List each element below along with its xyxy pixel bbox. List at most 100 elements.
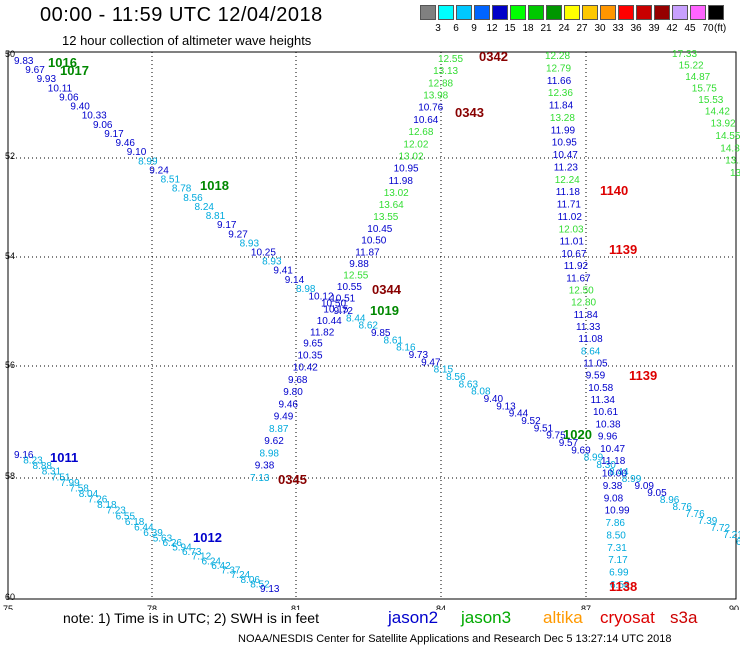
swh-value: 11.05 (583, 359, 608, 370)
swh-value: 9.46 (279, 399, 299, 410)
swh-value: 10.95 (394, 164, 419, 175)
swh-value: 14.55 (715, 131, 740, 142)
swh-value: 7.86 (606, 518, 626, 529)
swh-value: 6.55 (116, 511, 136, 522)
swh-value: 6.18 (125, 517, 145, 528)
swh-value: 13.64 (379, 200, 404, 211)
swh-value: 10.47 (600, 444, 625, 455)
swh-value: 13.02 (399, 152, 424, 163)
swh-value: 11.87 (355, 247, 380, 258)
legend-cryosat: cryosat (600, 608, 655, 627)
swh-value: 9.13 (496, 401, 516, 412)
swh-value: 13.11 (725, 156, 740, 167)
swh-value: 11.02 (558, 212, 583, 223)
swh-value: 10.35 (298, 350, 323, 361)
swh-value: 17.33 (672, 49, 697, 60)
swh-value: 12.24 (555, 175, 580, 186)
colorbar-label: 12 (486, 23, 498, 34)
colorbar-swatch (600, 5, 616, 20)
swh-value: 8.51 (161, 175, 181, 186)
swh-value: 6.26 (163, 538, 183, 549)
colorbar-swatch (582, 5, 598, 20)
swh-value: 13.28 (550, 113, 575, 124)
swh-value: 9.44 (509, 409, 529, 420)
swh-value: 9.10 (127, 147, 147, 158)
swh-value: 10.12 (309, 291, 334, 302)
swh-value: 13.98 (423, 91, 448, 102)
swh-value: 10.47 (553, 150, 578, 161)
swh-value: 12.28 (545, 51, 570, 62)
swh-value: 5.63 (153, 533, 173, 544)
swh-value: 10.50 (361, 236, 386, 247)
swh-value: 8.98 (260, 449, 280, 460)
colorbar-label: 33 (612, 23, 624, 34)
swh-value: 10.64 (413, 115, 438, 126)
swh-value: 12.03 (559, 224, 584, 235)
map-subtitle: 12 hour collection of altimeter wave hei… (62, 33, 312, 48)
pass-number-label: 1139 (609, 242, 637, 257)
swh-value: 9.88 (349, 259, 369, 270)
swh-value: 8.78 (172, 184, 192, 195)
swh-value: 10.42 (293, 363, 318, 374)
swh-value: 11.18 (556, 187, 581, 198)
swh-value: 9.75 (546, 431, 566, 442)
swh-value: 8.31 (42, 467, 62, 478)
swh-value: 7.58 (69, 483, 89, 494)
swh-value: 8.24 (195, 202, 215, 213)
swh-value: 8.76 (673, 502, 693, 513)
axis-tick-labels: 50 52 54 56 58 60 75 78 81 84 87 90 (3, 49, 739, 610)
swh-value: 9.17 (217, 220, 237, 231)
swh-value: 9.40 (484, 394, 504, 405)
colorbar-swatch (654, 5, 670, 20)
swh-value: 10.25 (251, 248, 276, 259)
swh-value: 10.00 (602, 469, 627, 480)
swh-value: 6.39 (143, 528, 163, 539)
map-frame (7, 51, 737, 600)
swh-value: 6.58 (610, 580, 630, 591)
lat-tick-label: 52 (5, 151, 15, 161)
swh-value: 12.88 (428, 78, 453, 89)
swh-value: 11.98 (389, 176, 414, 187)
lat-lon-grid (8, 52, 736, 599)
colorbar-swatch (564, 5, 580, 20)
swh-value: 12.50 (569, 286, 594, 297)
swh-value: 9.06 (93, 120, 113, 131)
map-title: 00:00 - 11:59 UTC 12/04/2018 (40, 4, 323, 26)
swh-value: 7.24 (231, 570, 251, 581)
lat-tick-label: 50 (5, 49, 15, 59)
swh-value: 15.75 (692, 84, 717, 95)
swh-value: 12.55 (438, 54, 463, 65)
swh-value: 12.79 (546, 63, 571, 74)
swh-value: 15.22 (679, 61, 704, 72)
pass-number-label: 1140 (600, 183, 628, 198)
colorbar-label: 6 (453, 23, 459, 34)
swh-value: 10.38 (596, 419, 621, 430)
pass-number-label: 0344 (372, 282, 402, 297)
swh-value: 6.99 (609, 568, 629, 579)
swh-value: 9.06 (59, 93, 79, 104)
legend-s3a: s3a (670, 608, 698, 627)
lat-tick-label: 58 (5, 471, 15, 481)
swh-value: 14.31 (720, 143, 740, 154)
swh-value: 14.87 (685, 72, 710, 83)
swh-value: 7.76 (685, 509, 705, 520)
swh-value: 8.15 (434, 365, 454, 376)
swh-value: 8.30 (596, 460, 616, 471)
swh-value: 6.42 (211, 561, 231, 572)
swh-value: 7.23 (106, 506, 126, 517)
swh-value: 10.51 (330, 294, 355, 305)
swh-value: 8.81 (206, 211, 226, 222)
swh-value: 10.55 (337, 282, 362, 293)
swh-value: 10.61 (593, 407, 618, 418)
colorbar-label: 24 (558, 23, 570, 34)
swh-value: 15.53 (698, 95, 723, 106)
footnote: note: 1) Time is in UTC; 2) SWH is in fe… (63, 610, 319, 626)
swh-value: 12.68 (408, 127, 433, 138)
lon-tick-label: 84 (436, 604, 446, 610)
swh-value: 9.62 (264, 436, 284, 447)
swh-value: 9.13 (260, 584, 280, 595)
pass-number-label: 0345 (278, 472, 307, 487)
pass-number-label: 1012 (193, 530, 222, 545)
swh-value: 11.18 (601, 456, 626, 467)
